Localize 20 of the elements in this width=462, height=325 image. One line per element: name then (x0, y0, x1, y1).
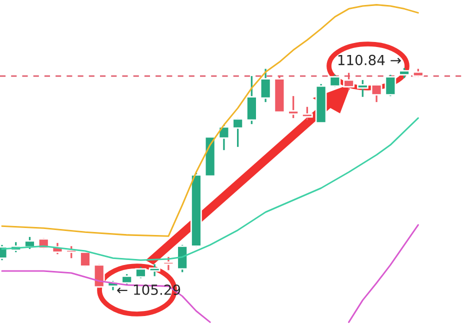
candlestick (176, 244, 188, 273)
candlestick (66, 245, 78, 259)
candlestick (135, 266, 146, 280)
candlestick (218, 124, 230, 151)
candlestick (162, 256, 174, 271)
candlestick (288, 95, 300, 119)
candlestick (301, 106, 313, 121)
candlestick (370, 83, 382, 103)
candlestick (246, 75, 258, 125)
annotation: 110.84 → (338, 54, 401, 66)
candlestick (343, 72, 354, 91)
candlestick (329, 74, 341, 88)
candlestick (148, 263, 160, 278)
candlestick (384, 74, 396, 97)
candlestick (260, 68, 272, 103)
candlestick (398, 67, 410, 79)
candlestick (121, 273, 133, 286)
candlestick (232, 117, 244, 148)
candlestick (93, 263, 105, 290)
candlestick (356, 79, 368, 98)
